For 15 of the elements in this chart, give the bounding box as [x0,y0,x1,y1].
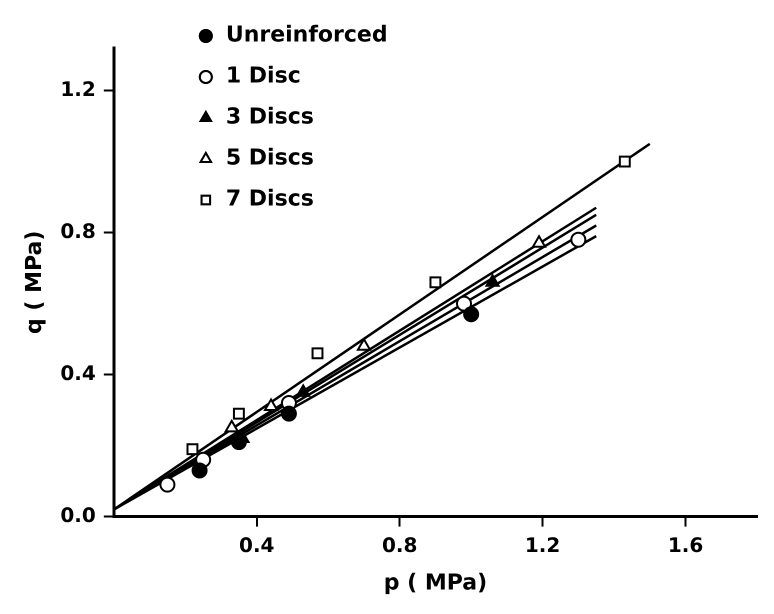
legend-label: Unreinforced [226,22,388,48]
x-tick-label: 0.8 [382,532,418,557]
legend-label: 3 Discs [226,104,314,130]
y-tick-label: 0.8 [60,218,96,243]
legend-label: 5 Discs [226,146,314,171]
legend-label: 1 Disc [226,64,301,89]
x-tick-label: 1.6 [668,532,704,557]
x-tick-label: 1.2 [524,532,560,557]
x-axis-title: p ( MPa) [384,570,488,596]
x-tick-label: 0.4 [239,532,274,557]
y-tick-label: 0.4 [60,360,96,385]
y-tick-label: 0.0 [60,502,96,527]
y-axis-title: q ( MPa) [22,230,47,334]
legend-label: 7 Discs [226,186,314,212]
y-tick-label: 1.2 [60,76,96,101]
